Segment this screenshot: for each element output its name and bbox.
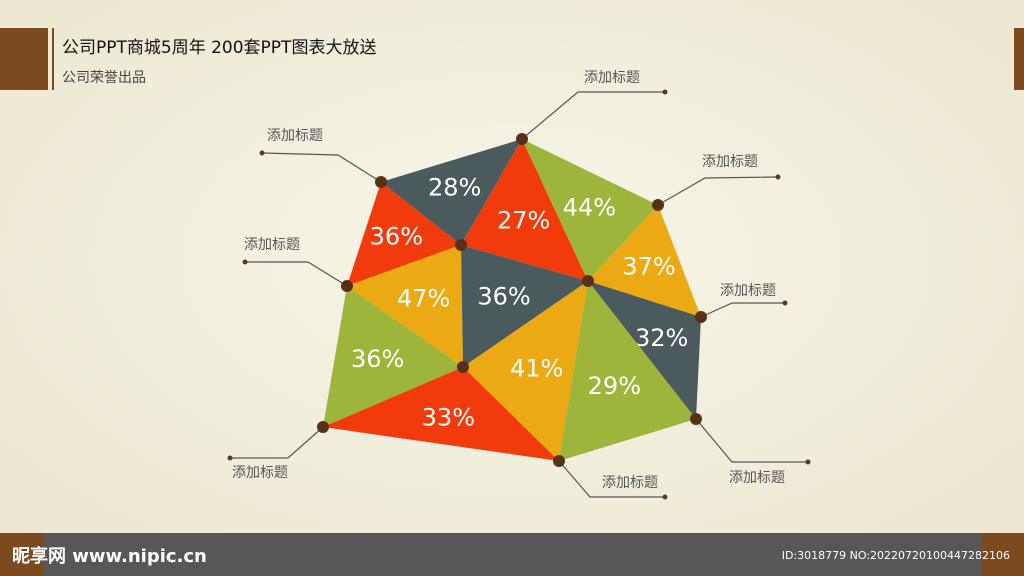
node-dot [695,311,707,323]
segment [588,205,701,317]
footer-block-right [982,533,1024,576]
callout-label: 添加标题 [702,154,758,170]
leader-end [775,174,781,180]
subtitle: 公司荣誉出品 [62,70,146,86]
node-dot [341,280,353,292]
leader-line [695,418,808,463]
node-dot [317,421,329,433]
node-dot [690,413,702,425]
segment-label: 33% [422,403,475,431]
segment-label: 47% [397,284,450,312]
leader-line [245,261,348,287]
node-dot [582,275,594,287]
segment [323,367,559,461]
node-dot [516,133,528,145]
segment [381,139,522,245]
leader-line [521,91,665,140]
diagram: 28%36%27% 44%37%32%47% 36%41%29%36%33%添加标题… [227,70,811,500]
segment [588,281,701,419]
leader-line [230,426,324,459]
segment-label: 37% [622,253,675,281]
leader-end [259,150,265,156]
footer-block [0,533,44,576]
leader-end [227,455,233,461]
segment-label: 44% [563,193,616,221]
callout-label: 添加标题 [244,237,300,253]
node-dot [652,199,664,211]
callout-label: 添加标题 [267,128,323,144]
leader-end [662,89,668,95]
segment-label: 36% [477,283,530,311]
callout-label: 添加标题 [602,475,658,491]
leader-line [700,302,785,318]
node-dot [553,455,565,467]
node-dot [375,176,387,188]
callout-label: 添加标题 [232,465,288,481]
segment-label: 28% [428,174,481,202]
segment-label: 41% [510,355,563,383]
callout-label: 添加标题 [729,470,785,486]
leader-line [657,176,779,206]
callout-label: 添加标题 [720,283,776,299]
segment-label: 36% [351,345,404,373]
footer-bar [0,533,1024,576]
leader-end [242,259,248,265]
segment [347,245,463,367]
segment [323,286,463,427]
leader-end [782,300,788,306]
segment [522,139,658,281]
header-block-right [1014,28,1024,90]
title: 公司PPT商城5周年 200套PPT图表大放送 [62,38,376,58]
node-dot [457,361,469,373]
segment [463,281,588,461]
header-block [0,28,48,90]
segment-label: 27% [497,207,550,235]
segment [461,245,588,367]
image-id: ID:3018779 NO:20220720100447282106 [782,549,1010,562]
segment [347,182,461,286]
node-dot [455,239,467,251]
segment-label: 32% [635,324,688,352]
leader-end [805,459,811,465]
segment-label: 29% [588,372,641,400]
leader-line [261,152,382,183]
leader-end [662,494,668,500]
segment [461,139,588,281]
segment [559,281,696,461]
segment-label: 36% [370,223,423,251]
callout-label: 添加标题 [584,70,640,86]
watermark: 昵享网 www.nipic.cn [12,545,207,567]
leader-line [558,460,665,498]
